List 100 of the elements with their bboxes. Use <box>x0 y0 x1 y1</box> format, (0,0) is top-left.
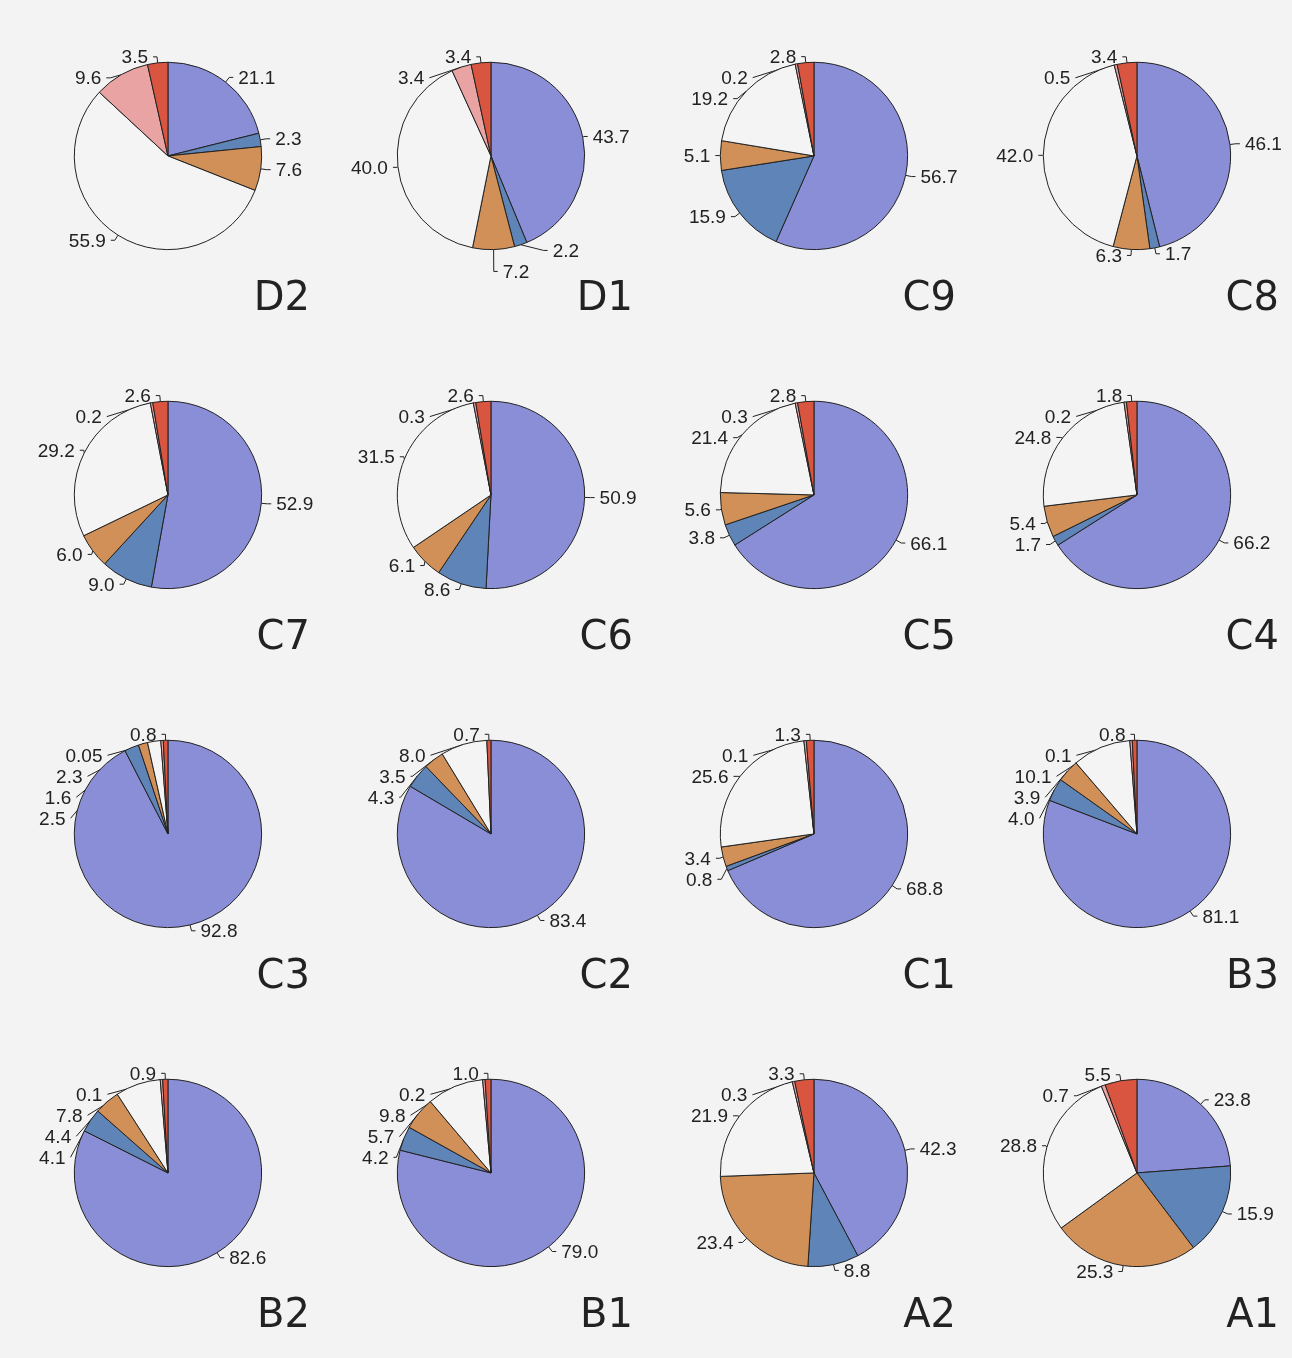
data-label: 7.8 <box>56 1104 83 1126</box>
data-label: 0.8 <box>130 723 157 745</box>
data-label: 1.7 <box>1164 243 1192 265</box>
data-label: 7.2 <box>502 260 530 282</box>
data-label: 5.4 <box>1009 512 1037 534</box>
data-label: 3.3 <box>768 1063 795 1085</box>
data-label: 3.4 <box>684 847 712 869</box>
data-label: 4.1 <box>39 1146 66 1168</box>
data-label: 3.8 <box>688 527 715 549</box>
data-label: 43.7 <box>592 125 630 147</box>
data-label: 3.4 <box>1090 46 1118 68</box>
data-label: 4.3 <box>367 786 395 808</box>
data-label: 3.5 <box>379 765 406 787</box>
text: C6 <box>579 612 634 658</box>
data-label: 1.8 <box>1095 384 1123 406</box>
data-label: 21.9 <box>691 1105 729 1127</box>
data-label: 0.9 <box>129 1062 157 1084</box>
data-label: 83.4 <box>549 909 587 931</box>
data-label: 1.0 <box>452 1062 479 1084</box>
data-label: 0.5 <box>1043 67 1071 89</box>
data-label: 2.3 <box>56 765 83 787</box>
text: C1 <box>902 951 957 997</box>
data-label: 2.8 <box>769 385 797 407</box>
data-label: 31.5 <box>357 446 395 468</box>
data-label: 0.3 <box>721 406 748 428</box>
data-label: 3.4 <box>397 67 425 89</box>
text: C3 <box>256 951 311 997</box>
data-label: 50.9 <box>599 487 637 509</box>
data-label: 3.5 <box>121 46 149 68</box>
data-label: 2.6 <box>124 385 151 407</box>
data-label: 2.3 <box>275 128 302 150</box>
data-label: 3.9 <box>1013 786 1041 808</box>
text: B2 <box>257 1290 310 1336</box>
data-label: 8.6 <box>423 578 451 600</box>
data-label: 6.3 <box>1095 244 1123 266</box>
data-label: 19.2 <box>691 88 729 110</box>
data-label: 4.4 <box>44 1125 72 1147</box>
data-label: 42.3 <box>919 1138 957 1160</box>
data-label: 9.8 <box>379 1104 406 1126</box>
data-label: 8.0 <box>399 744 426 766</box>
data-label: 6.1 <box>388 555 416 577</box>
data-label: 28.8 <box>1000 1135 1037 1157</box>
data-label: 40.0 <box>350 156 388 178</box>
text: C2 <box>579 951 634 997</box>
data-label: 25.3 <box>1076 1261 1114 1283</box>
data-label: 55.9 <box>68 229 106 251</box>
text: C5 <box>902 612 957 658</box>
data-label: 2.6 <box>447 385 474 407</box>
data-label: 29.2 <box>37 439 75 461</box>
data-label: 25.6 <box>691 765 729 787</box>
data-label: 2.5 <box>39 807 66 829</box>
data-label: 0.2 <box>75 406 102 428</box>
data-label: 79.0 <box>561 1241 599 1263</box>
data-label: 0.8 <box>1099 723 1126 745</box>
data-label: 1.7 <box>1014 533 1042 555</box>
text: D1 <box>576 273 633 319</box>
data-label: 66.1 <box>910 532 948 554</box>
data-label: 5.6 <box>684 499 711 521</box>
data-label: 68.8 <box>906 878 944 900</box>
data-label: 4.0 <box>1008 807 1035 829</box>
data-label: 0.7 <box>1042 1085 1069 1107</box>
data-label: 4.2 <box>362 1146 389 1168</box>
data-label: 2.2 <box>552 239 580 261</box>
data-label: 42.0 <box>996 144 1034 166</box>
data-label: 24.8 <box>1014 426 1052 448</box>
data-label: 1.3 <box>774 723 801 745</box>
data-label: 82.6 <box>229 1247 267 1269</box>
data-label: 10.1 <box>1014 765 1052 787</box>
text: C9 <box>902 273 957 319</box>
data-label: 66.2 <box>1233 532 1271 554</box>
text: B3 <box>1226 951 1279 997</box>
data-label: 0.1 <box>1045 744 1072 766</box>
text: C7 <box>256 612 311 658</box>
data-label: 56.7 <box>920 166 958 188</box>
text: A2 <box>903 1290 956 1336</box>
data-label: 81.1 <box>1202 905 1240 927</box>
data-label: 23.4 <box>696 1231 734 1253</box>
data-label: 0.2 <box>398 1083 426 1105</box>
data-label: 1.6 <box>44 786 72 808</box>
data-label: 23.8 <box>1213 1089 1251 1111</box>
data-label: 21.4 <box>691 427 729 449</box>
data-label: 92.8 <box>200 920 238 942</box>
data-label: 5.5 <box>1084 1064 1111 1086</box>
data-label: 46.1 <box>1244 133 1282 155</box>
data-label: 0.2 <box>721 67 748 89</box>
text: D2 <box>253 273 310 319</box>
data-label: 9.0 <box>88 573 115 595</box>
data-label: 0.7 <box>453 723 480 745</box>
data-label: 0.3 <box>721 1084 748 1106</box>
data-label: 0.2 <box>1044 405 1072 427</box>
data-label: 8.8 <box>843 1259 871 1281</box>
data-label: 52.9 <box>276 493 314 515</box>
data-label: 2.8 <box>769 46 797 68</box>
data-label: 5.7 <box>367 1125 395 1147</box>
data-label: 21.1 <box>238 66 276 88</box>
data-label: 9.6 <box>74 67 102 89</box>
data-label: 6.0 <box>56 543 83 565</box>
text: C8 <box>1225 273 1280 319</box>
data-label: 0.3 <box>398 406 425 428</box>
text: C4 <box>1225 612 1280 658</box>
